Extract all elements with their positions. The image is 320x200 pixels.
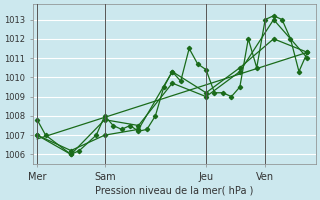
X-axis label: Pression niveau de la mer( hPa ): Pression niveau de la mer( hPa )	[95, 186, 253, 196]
